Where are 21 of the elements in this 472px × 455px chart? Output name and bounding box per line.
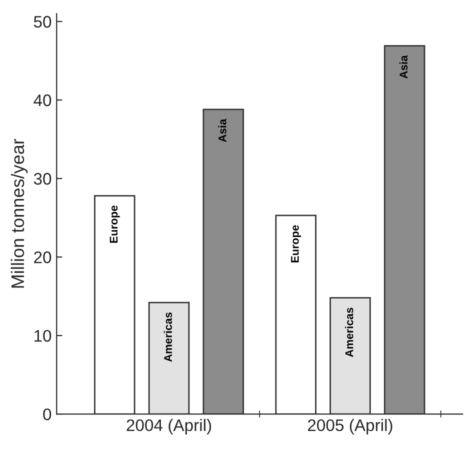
series-label: Europe: [110, 206, 120, 243]
text: Europe: [291, 225, 302, 262]
y-axis-title: Million tonnes/year: [10, 138, 28, 288]
bar: [148, 302, 190, 414]
y-tick-label: 10: [34, 330, 52, 342]
y-tick-label: 40: [34, 94, 52, 106]
y-tick-label: 50: [34, 16, 52, 28]
bar: [94, 195, 136, 414]
x-tick-label: 2005 (April): [308, 418, 392, 434]
bar: [202, 108, 244, 414]
series-label: Americas: [164, 312, 172, 362]
x-tick-label: 2004 (April): [126, 418, 212, 434]
y-tick-label: 20: [34, 251, 52, 264]
text: Asia: [399, 55, 408, 78]
series-label: Asia: [218, 118, 226, 142]
text: Americas: [345, 308, 354, 358]
bar: [330, 297, 371, 414]
y-tick-label: 0: [43, 408, 52, 420]
bar: [384, 45, 426, 414]
y-tick-label: 30: [34, 172, 52, 185]
bar: [275, 214, 316, 414]
